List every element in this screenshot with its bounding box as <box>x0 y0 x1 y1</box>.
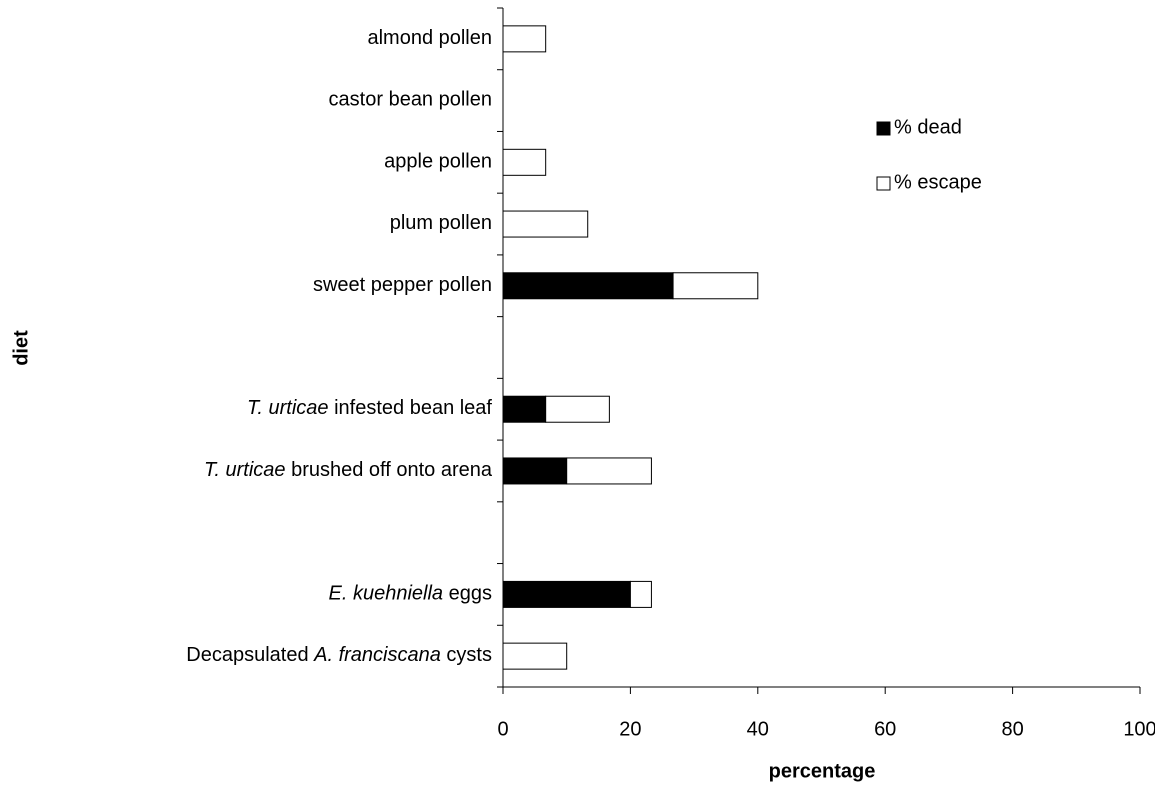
label-part: infested bean leaf <box>329 398 493 420</box>
y-tick-label: castor bean pollen <box>329 89 492 111</box>
label-part: sweet pepper pollen <box>313 274 492 296</box>
label-part: apple pollen <box>384 151 492 173</box>
x-tick-label: 40 <box>747 718 769 740</box>
label-part: T. urticae <box>247 398 329 420</box>
x-tick-label: 100 <box>1123 718 1155 740</box>
label-part: T. urticae <box>204 459 286 481</box>
y-tick-label: apple pollen <box>384 151 492 173</box>
legend-swatch <box>876 176 891 191</box>
label-part: brushed off onto arena <box>286 459 493 481</box>
x-tick-label: 80 <box>1001 718 1023 740</box>
bar <box>502 272 674 300</box>
bar <box>502 148 547 176</box>
bar <box>502 210 589 238</box>
y-tick-label: E. kuehniella eggs <box>329 583 492 605</box>
legend-label: % dead <box>894 116 962 138</box>
label-part: A. franciscana <box>313 644 441 666</box>
x-tick-label: 0 <box>497 718 508 740</box>
label-part: cysts <box>441 644 492 666</box>
bar <box>566 457 652 485</box>
y-tick-label: Decapsulated A. franciscana cysts <box>186 644 492 666</box>
bar <box>545 395 610 423</box>
bar <box>502 642 568 670</box>
label-part: eggs <box>443 583 492 605</box>
y-tick-label: plum pollen <box>390 212 492 234</box>
label-part: E. kuehniella <box>329 583 444 605</box>
bar <box>502 457 568 485</box>
x-axis-label: percentage <box>769 760 876 782</box>
legend-label: % escape <box>894 171 982 193</box>
label-part: Decapsulated <box>186 644 314 666</box>
label-part: plum pollen <box>390 212 492 234</box>
bar <box>629 580 652 608</box>
y-axis-label: diet <box>10 330 32 366</box>
bar <box>502 395 547 423</box>
bar <box>502 25 547 53</box>
bar <box>672 272 759 300</box>
x-tick-label: 60 <box>874 718 896 740</box>
label-part: castor bean pollen <box>329 89 492 111</box>
x-tick-label: 20 <box>619 718 641 740</box>
legend-swatch <box>876 121 891 136</box>
y-tick-label: sweet pepper pollen <box>313 274 492 296</box>
y-tick-label: T. urticae infested bean leaf <box>247 398 492 420</box>
y-tick-label: almond pollen <box>367 27 492 49</box>
bar <box>502 580 631 608</box>
y-tick-label: T. urticae brushed off onto arena <box>204 459 493 481</box>
label-part: almond pollen <box>367 27 492 49</box>
